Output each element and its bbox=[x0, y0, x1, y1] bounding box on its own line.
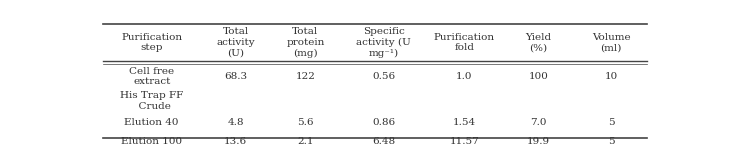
Text: Purification
fold: Purification fold bbox=[434, 33, 495, 52]
Text: 68.3: 68.3 bbox=[224, 72, 247, 81]
Text: 122: 122 bbox=[296, 72, 315, 81]
Text: Cell free
extract: Cell free extract bbox=[129, 67, 174, 86]
Text: 100: 100 bbox=[529, 72, 548, 81]
Text: 19.9: 19.9 bbox=[527, 137, 550, 146]
Text: 0.86: 0.86 bbox=[372, 118, 395, 127]
Text: Purification
step: Purification step bbox=[122, 33, 182, 52]
Text: 0.56: 0.56 bbox=[372, 72, 395, 81]
Text: 6.48: 6.48 bbox=[372, 137, 395, 146]
Text: Total
activity
(U): Total activity (U) bbox=[216, 27, 255, 58]
Text: Specific
activity (U
mg⁻¹): Specific activity (U mg⁻¹) bbox=[356, 27, 411, 58]
Text: Elution 40: Elution 40 bbox=[124, 118, 179, 127]
Text: Yield
(%): Yield (%) bbox=[526, 33, 552, 52]
Text: 2.1: 2.1 bbox=[297, 137, 313, 146]
Text: Volume
(ml): Volume (ml) bbox=[592, 33, 630, 52]
Text: 11.57: 11.57 bbox=[449, 137, 479, 146]
Text: 7.0: 7.0 bbox=[530, 118, 547, 127]
Text: Elution 100: Elution 100 bbox=[122, 137, 182, 146]
Text: 1.54: 1.54 bbox=[453, 118, 476, 127]
Text: 1.0: 1.0 bbox=[456, 72, 473, 81]
Text: 5: 5 bbox=[608, 137, 614, 146]
Text: 5: 5 bbox=[608, 118, 614, 127]
Text: 10: 10 bbox=[605, 72, 618, 81]
Text: 13.6: 13.6 bbox=[224, 137, 247, 146]
Text: Total
protein
(mg): Total protein (mg) bbox=[286, 27, 324, 58]
Text: His Trap FF
  Crude: His Trap FF Crude bbox=[120, 91, 183, 111]
Text: 4.8: 4.8 bbox=[227, 118, 244, 127]
Text: 5.6: 5.6 bbox=[297, 118, 313, 127]
